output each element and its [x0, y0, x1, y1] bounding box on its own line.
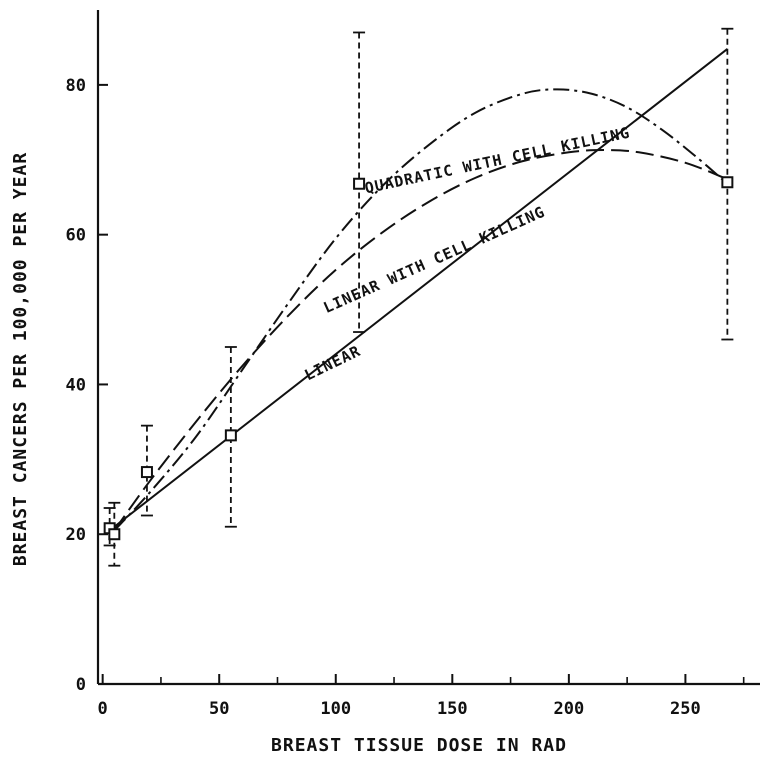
curve-label: QUADRATIC WITH CELL KILLING [363, 123, 632, 197]
tick-labels: 0 20 40 60 80 0 50 100 150 200 250 [66, 76, 701, 719]
data-points [103, 176, 734, 541]
y-tick-label: 80 [66, 76, 86, 96]
y-tick-label: 60 [66, 226, 86, 246]
x-tick-label: 250 [670, 699, 701, 719]
x-tick-label: 200 [553, 699, 584, 719]
axes [96, 10, 760, 686]
curve-label: LINEAR [302, 342, 364, 385]
data-point [224, 429, 237, 442]
x-tick-label: 100 [320, 699, 351, 719]
series-quadratic-with-cell-killing-line [113, 88, 729, 532]
x-tick-label: 50 [209, 699, 229, 719]
x-axis-label: BREAST TISSUE DOSE IN RAD [271, 735, 567, 756]
y-tick-label: 20 [66, 525, 86, 545]
data-point [108, 528, 121, 541]
series-linear-with-cell-killing-line [113, 149, 728, 532]
x-tick-label: 0 [98, 699, 108, 719]
curve-label: LINEAR WITH CELL KILLING [321, 203, 548, 317]
data-point [140, 466, 153, 479]
data-point [721, 176, 734, 189]
y-tick-label: 0 [76, 675, 86, 695]
y-axis-label: BREAST CANCERS PER 100,000 PER YEAR [10, 152, 31, 566]
error-bars [103, 27, 734, 567]
y-tick-label: 40 [66, 375, 86, 395]
data-point [353, 177, 366, 190]
x-tick-label: 150 [437, 699, 468, 719]
series-linear-line [113, 48, 728, 528]
tick-marks [98, 83, 745, 685]
curves [113, 48, 729, 532]
